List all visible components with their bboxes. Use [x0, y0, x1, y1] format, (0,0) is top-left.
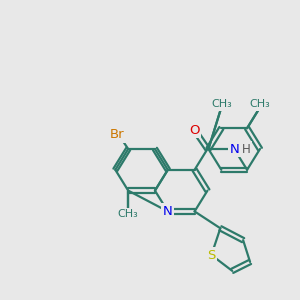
Text: H: H	[242, 142, 250, 155]
Text: N: N	[163, 205, 173, 218]
Text: CH₃: CH₃	[250, 99, 270, 110]
Text: CH₃: CH₃	[118, 209, 139, 219]
Text: N: N	[229, 142, 239, 155]
Text: Br: Br	[110, 128, 124, 142]
Text: CH₃: CH₃	[211, 99, 232, 110]
Text: S: S	[207, 248, 216, 262]
Text: O: O	[189, 124, 200, 137]
